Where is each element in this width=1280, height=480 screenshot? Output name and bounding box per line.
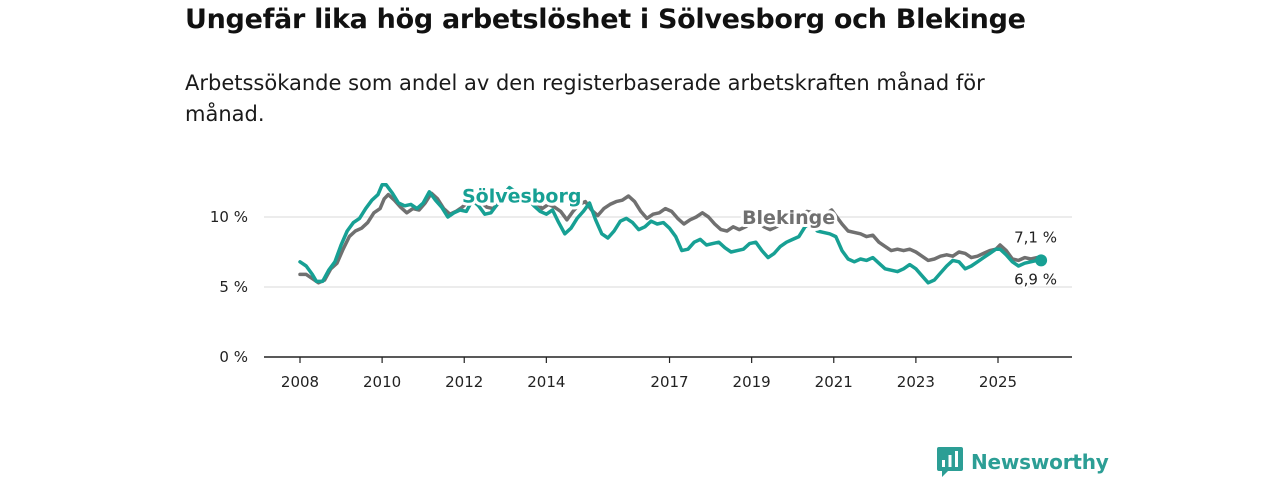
grid-lines	[264, 216, 1072, 288]
y-axis: 0 % 5 % 10 %	[210, 208, 248, 366]
end-point-solvesborg	[1035, 254, 1048, 267]
chart-subtitle: Arbetssökande som andel av den registerb…	[185, 71, 985, 126]
series-line-solvesborg	[298, 183, 1043, 285]
y-tick-label: 5 %	[219, 278, 248, 296]
x-tick-label: 2008	[281, 373, 319, 391]
x-tick-label: 2014	[527, 373, 565, 391]
brand-name: Newsworthy	[971, 450, 1109, 474]
series-line-blekinge	[298, 188, 1043, 285]
newsworthy-logo[interactable]: Newsworthy	[937, 447, 1109, 477]
series-label-blekinge: Blekinge	[742, 207, 835, 229]
bar-chart-icon	[937, 447, 963, 477]
end-label-blekinge: 7,1 %	[1014, 229, 1057, 247]
x-tick-label: 2025	[979, 373, 1017, 391]
chart-title: Ungefär lika hög arbetslöshet i Sölvesbo…	[185, 4, 1026, 35]
x-tick-label: 2021	[815, 373, 853, 391]
x-tick-label: 2023	[897, 373, 935, 391]
series-labels: Sölvesborg Blekinge 7,1 % 6,9 %	[459, 182, 1059, 290]
x-tick-label: 2019	[733, 373, 771, 391]
x-tick-label: 2017	[650, 373, 688, 391]
y-tick-label: 10 %	[210, 208, 248, 226]
x-tick-label: 2012	[445, 373, 483, 391]
y-tick-label: 0 %	[219, 348, 248, 366]
x-tick-label: 2010	[363, 373, 401, 391]
line-chart: 0 %5 %10 % 2008 2010 2012 2014 2017 2019 2021 2…	[210, 182, 1072, 391]
series-label-solvesborg: Sölvesborg	[462, 185, 581, 207]
end-label-solvesborg: 6,9 %	[1014, 270, 1057, 288]
x-axis: 2008 2010 2012 2014 2017 2019 2021 2023 2025	[264, 356, 1072, 391]
series-lines	[298, 183, 1048, 285]
